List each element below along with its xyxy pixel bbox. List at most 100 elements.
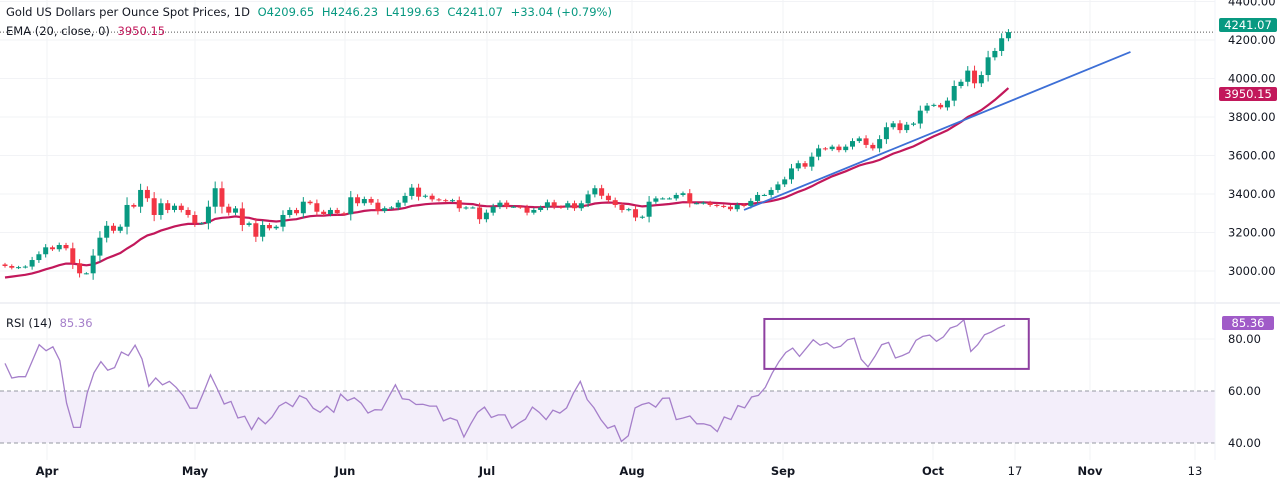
candle [239,202,245,232]
candle-body [456,200,462,209]
candle [266,222,272,231]
candle-body [29,260,35,267]
candle [436,198,442,202]
rsi-badge: 85.36 [1222,316,1274,330]
candle [836,144,842,153]
candle-body [158,203,164,215]
candle-body [307,201,313,204]
candle-body [911,123,917,125]
price-axis[interactable]: 4400.00 4200.00 4000.00 3800.00 3600.00 3400.… [1228,0,1276,278]
candle [809,152,815,171]
candle [890,121,896,130]
candle [531,208,537,215]
symbol-title: Gold US Dollars per Ounce Spot Prices, 1… [6,5,250,19]
candle [219,181,225,214]
rsi-line[interactable] [4,318,1006,443]
candle [172,203,177,213]
candle-body [151,198,157,215]
time-axis[interactable]: Apr May Jun Jul Aug Sep Oct 17 Nov 13 [36,464,1203,478]
time-tick-label: Jul [478,464,495,478]
candle-body [429,195,435,200]
candle [205,200,211,230]
candle [83,272,89,275]
candle [721,204,727,209]
candle-body [700,202,706,204]
candle [504,200,510,210]
candle-body [490,206,496,213]
trendline[interactable] [743,51,1131,211]
candle-body [477,207,483,220]
candle [734,202,740,212]
time-tick-label: Oct [922,464,945,478]
candle-body [246,223,252,225]
candle-body [56,245,62,250]
rsi-axis[interactable]: 80.00 60.00 40.00 [1228,332,1261,450]
candle [443,198,449,203]
rsi-band [0,391,1215,443]
candle-body [836,146,842,151]
rsi-value: 85.36 [59,316,93,330]
candle [822,146,828,151]
candle-body [49,247,55,250]
candle-body [822,148,828,150]
candle-body [124,204,130,227]
candle-body [870,144,876,149]
candle-body [585,194,591,204]
candle-body [944,100,950,108]
candle-body [436,199,442,201]
candle [578,200,584,211]
candle [965,66,971,87]
candle [775,181,781,193]
candle-body [199,223,205,225]
rsi-tick-label: 40.00 [1228,436,1261,450]
rsi-rectangle[interactable] [763,317,1030,370]
candle [9,264,15,270]
candle [409,184,415,200]
rsi-tick-label: 80.00 [1228,332,1261,346]
candle-body [741,204,747,206]
price-tick-label: 3400.00 [1228,187,1276,201]
time-tick-label: 13 [1188,464,1203,478]
candle [653,196,659,204]
candle [22,265,28,269]
candle [572,200,578,211]
candle [782,176,788,188]
ema-legend: EMA (20, close, 0) 3950.15 [6,24,169,38]
candle-body [341,213,347,215]
candle [707,200,713,207]
candle-body [856,138,862,142]
candle-body [782,179,788,185]
candle [619,202,625,213]
candle-body [592,188,598,195]
candle-body [639,216,645,218]
candle [558,205,564,209]
candle-body [504,202,510,207]
candle-body [802,163,808,167]
candle-body [721,205,727,207]
candle [456,196,462,212]
candle [633,205,639,222]
candle-body [775,184,781,190]
candle [551,199,557,210]
candle-body [999,38,1005,51]
candle [49,245,55,251]
candle-body [877,139,883,149]
candle [788,163,794,184]
candle-body [416,187,422,197]
candle [429,193,435,202]
candle-body [117,226,123,231]
candle [131,203,137,209]
candle [585,190,591,208]
candle [802,161,808,169]
price-tick-label: 3600.00 [1228,149,1276,163]
candle [178,203,184,213]
candle [639,215,645,219]
candle-body [226,206,232,213]
candle-body [321,211,327,215]
candle-body [660,198,666,200]
candle [938,102,944,110]
candle [449,198,455,203]
candle [280,210,286,232]
candle-body [931,104,937,106]
